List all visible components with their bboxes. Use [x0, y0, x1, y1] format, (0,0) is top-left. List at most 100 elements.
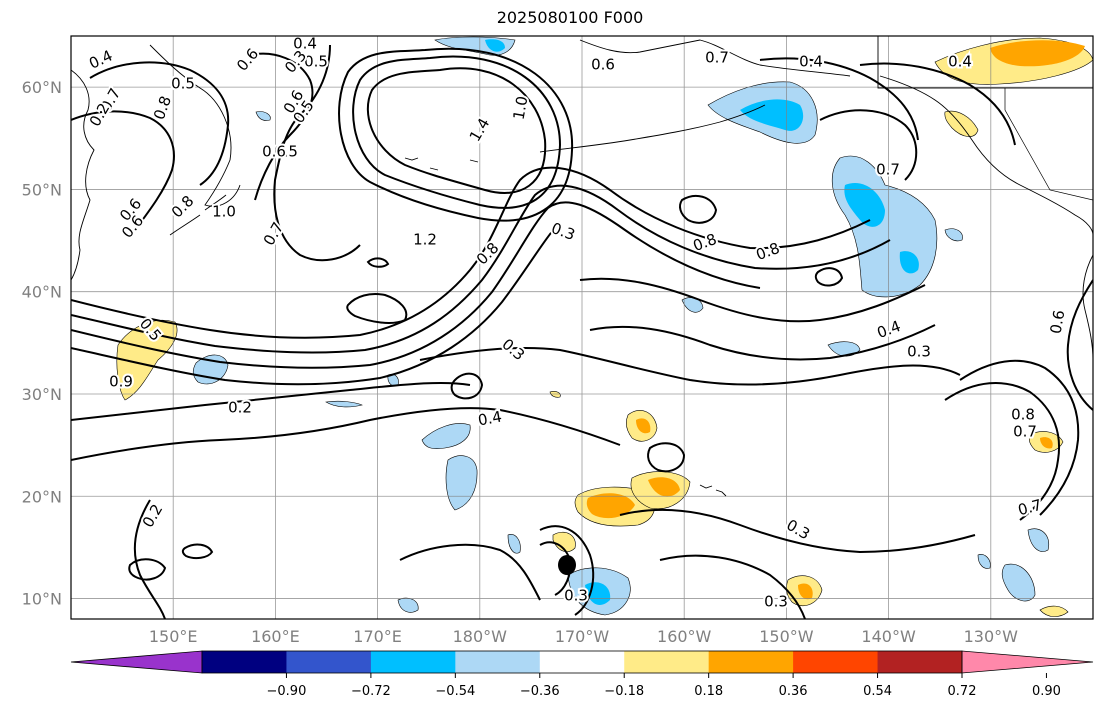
contour-label: 0.4 [293, 35, 317, 53]
contour-east-2 [944, 382, 1061, 521]
blue-core-alaska [740, 99, 804, 131]
border-line [1004, 88, 1093, 201]
yellow-shade-west [116, 320, 178, 401]
latitude-labels: 60°N 50°N 40°N 30°N 20°N 10°N [22, 78, 62, 608]
lat-label: 60°N [22, 78, 62, 97]
longitude-labels: 150°E 160°E 170°E 180°W 170°W 160°W 150°W 140°W… [149, 627, 1018, 646]
contour-west-4 [273, 44, 361, 262]
lat-label: 10°N [22, 590, 62, 609]
contour-closed-2 [647, 442, 686, 473]
map-title: 2025080100 F000 [496, 8, 644, 27]
contour-label: 0.5 [304, 53, 328, 71]
contour-south-2 [539, 525, 595, 616]
contour-closed-low-1 [366, 67, 547, 194]
contour-closed-7 [366, 257, 390, 268]
contour-label: 0.4 [799, 53, 823, 71]
contour-label: 0.2 [228, 399, 252, 417]
colorbar-extend-high [961, 650, 1094, 674]
colorbar-tick-label: 0.72 [948, 684, 977, 699]
coastline-asia [71, 69, 95, 281]
contour-band-1 [71, 166, 871, 339]
contour-closed-4 [181, 543, 214, 560]
inset-box [877, 36, 1093, 89]
blue-shade-14 [977, 554, 991, 569]
contour-label: 0.6 [262, 143, 286, 161]
contour-closed-6 [814, 267, 844, 287]
contour-ne-3 [819, 109, 918, 181]
colorbar-tick-label: 0.36 [779, 684, 808, 699]
contour-label: 0.3 [764, 593, 788, 611]
orange-core-5 [1040, 437, 1053, 449]
colorbar-tick-label: −0.36 [520, 684, 560, 699]
lat-label: 40°N [22, 283, 62, 302]
colorbar-tick-label: 0.90 [1032, 684, 1061, 699]
lat-label: 30°N [22, 385, 62, 404]
orange-core-3 [648, 477, 680, 497]
contour-closed-low-3 [338, 47, 574, 222]
island-small-1 [404, 157, 419, 161]
hawaii-1 [699, 484, 727, 497]
colorbar-tick-label: −0.72 [351, 684, 391, 699]
colorbar-frame [201, 650, 963, 674]
colorbar-segment [539, 651, 625, 673]
coastline-na-west [1082, 254, 1093, 361]
blue-core-top [485, 39, 505, 52]
contour-label: 0.7 [876, 161, 900, 179]
contour-west-3 [249, 52, 314, 201]
contour-label: 0.3 [564, 587, 588, 605]
lon-label: 170°W [555, 627, 610, 646]
blue-shade-10 [507, 534, 521, 554]
contour-south-1 [399, 543, 541, 601]
contour-band-2 [71, 184, 891, 354]
colorbar-segment [455, 651, 541, 673]
contour-closed-5 [679, 194, 718, 224]
contour-closed-3 [128, 558, 167, 581]
yellow-shade-6 [552, 531, 576, 553]
blue-shade-11 [255, 111, 271, 121]
contour-mid-1 [579, 277, 926, 323]
lon-label: 180°W [453, 627, 508, 646]
contour-label: 1.2 [413, 231, 437, 249]
black-dot-feature [558, 555, 576, 575]
island-small-2 [429, 167, 439, 171]
blue-shade-8 [1027, 528, 1050, 552]
colorbar-segment [286, 651, 372, 673]
contour-closed-8 [346, 293, 408, 324]
blue-shade-3 [421, 423, 471, 450]
colorbar-tick-label: −0.18 [604, 684, 644, 699]
contour-label: 0.5 [171, 75, 195, 93]
lat-label: 20°N [22, 487, 62, 506]
colorbar-tick-label: −0.90 [267, 684, 307, 699]
contour-west-2 [71, 110, 175, 231]
colorbar-segment [708, 651, 794, 673]
blue-core-northeast-2 [899, 251, 919, 274]
lon-label: 160°W [657, 627, 712, 646]
contour-south-6 [133, 499, 166, 619]
contour-label: 0.9 [109, 373, 133, 391]
lon-label: 160°E [251, 627, 300, 646]
contour-mid-3 [419, 347, 961, 386]
coastlines [71, 39, 1093, 497]
blue-shade-12 [325, 400, 363, 408]
yellow-shade-7 [1039, 605, 1069, 617]
coastline-kuril [169, 194, 227, 236]
orange-core-4 [798, 583, 813, 600]
contour-ne-1 [859, 62, 1016, 146]
contour-band-3 [71, 201, 761, 369]
coastline-kamchatka [149, 44, 241, 207]
contour-south-4 [619, 508, 976, 554]
contour-closed-low-2 [352, 55, 562, 209]
orange-core-nw-corner [990, 40, 1085, 67]
contour-closed-1 [450, 372, 484, 400]
colorbar-tick-label: −0.54 [435, 684, 475, 699]
colorbar-tick-label: 0.54 [863, 684, 892, 699]
contour-south-5 [659, 554, 806, 619]
blue-shade-6 [827, 341, 861, 357]
contour-label: 0.7 [1013, 423, 1037, 441]
colorbar-segment [202, 651, 287, 673]
colorbar: −0.90 −0.72 −0.54 −0.36 −0.18 0.18 0.36 0.54 0.7… [70, 650, 1094, 699]
orange-core-2 [586, 493, 635, 519]
coastline-alaska-west [579, 39, 851, 77]
colorbar-segment [877, 651, 963, 673]
